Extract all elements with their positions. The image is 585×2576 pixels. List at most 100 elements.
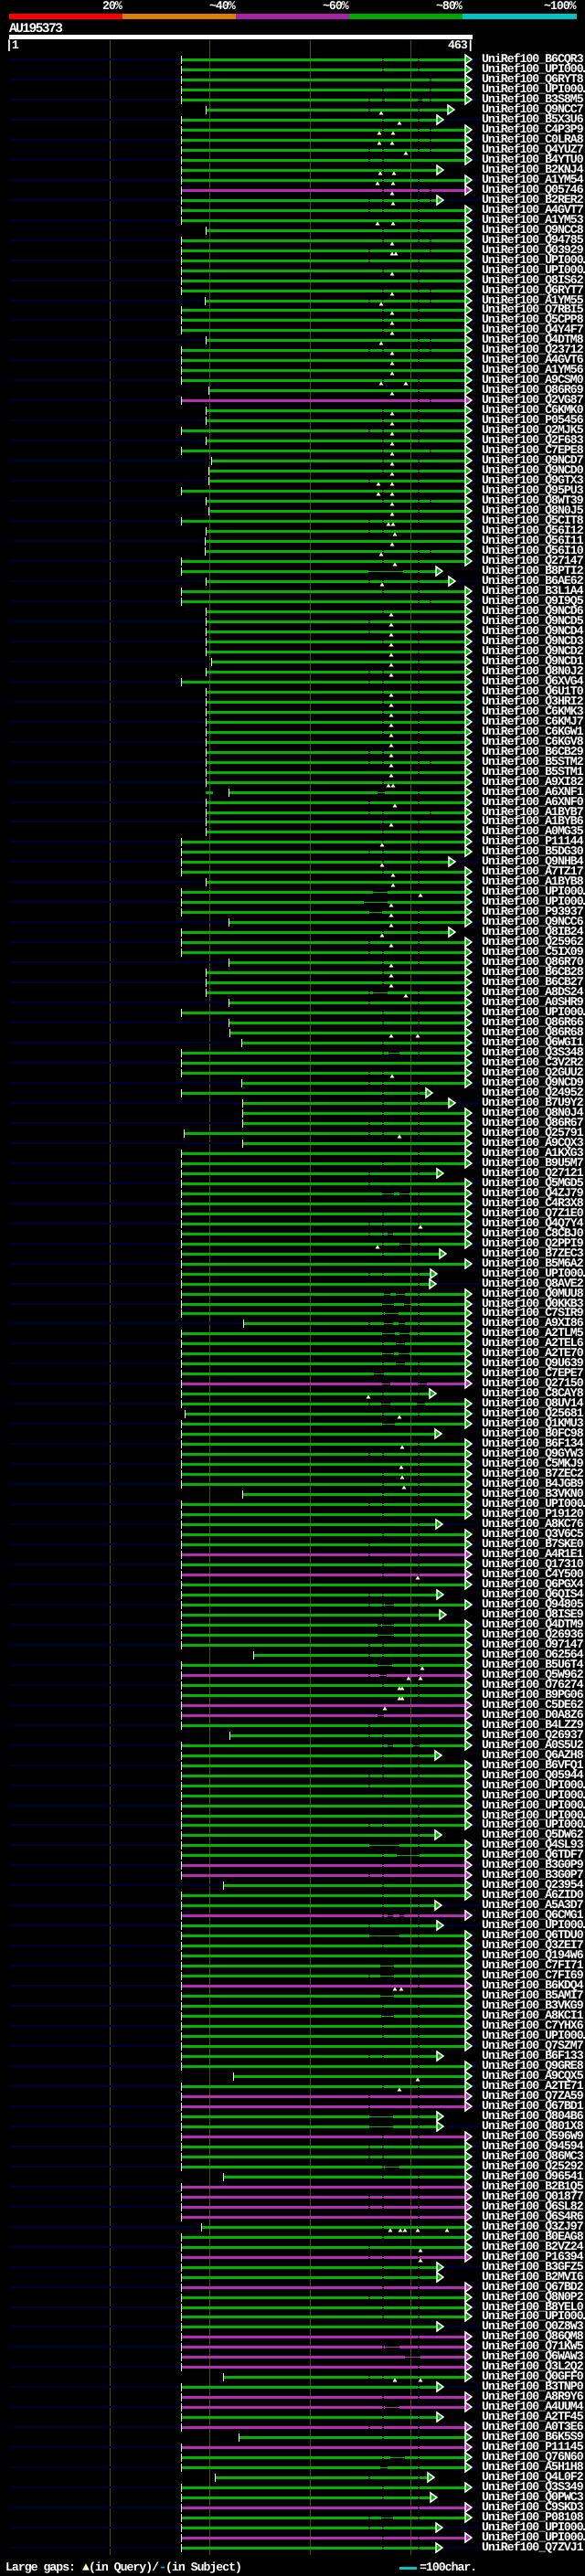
- svg-text:UniRef100_C5MKJ9: UniRef100_C5MKJ9: [482, 1457, 584, 1470]
- svg-text:UniRef100_O96541: UniRef100_O96541: [482, 2169, 584, 2183]
- svg-text:UniRef100_A6ZID0: UniRef100_A6ZID0: [482, 1888, 584, 1902]
- svg-text:UniRef100_B3VKN0: UniRef100_B3VKN0: [482, 1487, 584, 1500]
- svg-text:UniRef100_D0A8Z6: UniRef100_D0A8Z6: [482, 1708, 584, 1722]
- svg-text:UniRef100_C3V2R2: UniRef100_C3V2R2: [482, 1055, 584, 1069]
- svg-text:UniRef100_Q0KKB3: UniRef100_Q0KKB3: [482, 1297, 584, 1310]
- svg-text:UniRef100_UPI000: UniRef100_UPI000: [482, 263, 584, 277]
- svg-text:UniRef100_A0MG35: UniRef100_A0MG35: [482, 824, 584, 838]
- svg-text:UniRef100_Q194W6: UniRef100_Q194W6: [482, 1948, 584, 1962]
- svg-text:UniRef100_Q5W962: UniRef100_Q5W962: [482, 1668, 584, 1681]
- svg-text:UniRef100_Q95PU3: UniRef100_Q95PU3: [482, 483, 584, 497]
- svg-text:Large gaps:: Large gaps:: [5, 2560, 75, 2574]
- svg-text:UniRef100_A0SHR9: UniRef100_A0SHR9: [482, 995, 584, 1009]
- svg-text:~80%: ~80%: [436, 0, 463, 13]
- svg-text:UniRef100_Q6TDU0: UniRef100_Q6TDU0: [482, 1928, 584, 1942]
- svg-text:UniRef100_UPI000: UniRef100_UPI000: [482, 2029, 584, 2042]
- svg-text:UniRef100_Q05944: UniRef100_Q05944: [482, 1768, 584, 1782]
- svg-text:UniRef100_Q8AVE2: UniRef100_Q8AVE2: [482, 1277, 584, 1290]
- svg-text:UniRef100_Q86QM8: UniRef100_Q86QM8: [482, 2329, 584, 2343]
- svg-text:20%: 20%: [102, 0, 122, 13]
- svg-text:UniRef100_Q9NCC7: UniRef100_Q9NCC7: [482, 102, 584, 116]
- svg-text:UniRef100_B5M6A2: UniRef100_B5M6A2: [482, 1256, 584, 1270]
- svg-text:UniRef100_B3VKG9: UniRef100_B3VKG9: [482, 1998, 584, 2012]
- svg-text:UniRef100_Q4DTM9: UniRef100_Q4DTM9: [482, 1617, 584, 1631]
- svg-text:UniRef100_Q8N0J5: UniRef100_Q8N0J5: [482, 504, 584, 517]
- svg-text:UniRef100_UPI000: UniRef100_UPI000: [482, 1497, 584, 1511]
- svg-text:UniRef100_Q86R69: UniRef100_Q86R69: [482, 383, 584, 397]
- svg-text:UniRef100_C4R3X8: UniRef100_C4R3X8: [482, 1196, 584, 1210]
- svg-text:UniRef100_Q8IB24: UniRef100_Q8IB24: [482, 925, 584, 938]
- svg-text:UniRef100_Q86R66: UniRef100_Q86R66: [482, 1015, 584, 1029]
- svg-text:UniRef100_C9SKD3: UniRef100_C9SKD3: [482, 2500, 584, 2514]
- svg-text:UniRef100_C7EPE7: UniRef100_C7EPE7: [482, 1366, 584, 1380]
- svg-text:UniRef100_C7FI69: UniRef100_C7FI69: [482, 1968, 584, 1982]
- svg-text:UniRef100_Q9NCD9: UniRef100_Q9NCD9: [482, 1076, 584, 1089]
- svg-text:UniRef100_Q8N0P2: UniRef100_Q8N0P2: [482, 2290, 584, 2304]
- svg-text:UniRef100_Q7Z1E0: UniRef100_Q7Z1E0: [482, 1206, 584, 1220]
- svg-text:▲: ▲: [82, 2560, 90, 2574]
- svg-text:UniRef100_B7U9Y2: UniRef100_B7U9Y2: [482, 1096, 584, 1109]
- svg-text:UniRef100_Q9GTX3: UniRef100_Q9GTX3: [482, 473, 584, 487]
- svg-text:UniRef100_Q4YUZ7: UniRef100_Q4YUZ7: [482, 143, 584, 156]
- svg-text:UniRef100_Q804B6: UniRef100_Q804B6: [482, 2109, 584, 2123]
- svg-text:UniRef100_Q27121: UniRef100_Q27121: [482, 1166, 584, 1180]
- svg-text:UniRef100_UPI000: UniRef100_UPI000: [482, 1005, 584, 1019]
- svg-text:UniRef100_A2TEL6: UniRef100_A2TEL6: [482, 1336, 584, 1350]
- svg-text:UniRef100_C6KMK0: UniRef100_C6KMK0: [482, 403, 584, 417]
- svg-text:UniRef100_Q2PPI9: UniRef100_Q2PPI9: [482, 1236, 584, 1250]
- svg-text:UniRef100_P11145: UniRef100_P11145: [482, 2440, 584, 2454]
- svg-text:|1: |1: [5, 38, 19, 52]
- svg-text:UniRef100_Q9NCD7: UniRef100_Q9NCD7: [482, 453, 584, 467]
- svg-text:UniRef100_Q23712: UniRef100_Q23712: [482, 343, 584, 356]
- svg-text:UniRef100_Q2MJK5: UniRef100_Q2MJK5: [482, 423, 584, 437]
- svg-text:UniRef100_O76274: UniRef100_O76274: [482, 1678, 584, 1691]
- svg-text:UniRef100_A8KC76: UniRef100_A8KC76: [482, 1517, 584, 1531]
- svg-text:UniRef100_Q8N0J4: UniRef100_Q8N0J4: [482, 1106, 584, 1119]
- svg-text:UniRef100_C6KGV8: UniRef100_C6KGV8: [482, 735, 584, 748]
- svg-text:UniRef100_C6KMJ7: UniRef100_C6KMJ7: [482, 715, 584, 728]
- svg-text:UniRef100_B7ZEC2: UniRef100_B7ZEC2: [482, 1467, 584, 1480]
- svg-text:UniRef100_Q27147: UniRef100_Q27147: [482, 554, 584, 567]
- svg-text:UniRef100_A9XI86: UniRef100_A9XI86: [482, 1316, 584, 1330]
- svg-text:UniRef100_A2TF45: UniRef100_A2TF45: [482, 2410, 584, 2423]
- svg-text:UniRef100_A8R9Y6: UniRef100_A8R9Y6: [482, 2390, 584, 2403]
- svg-text:UniRef100_Q24952: UniRef100_Q24952: [482, 1086, 584, 1099]
- svg-text:UniRef100_Q94805: UniRef100_Q94805: [482, 1597, 584, 1611]
- svg-text:UniRef100_Q9U639: UniRef100_Q9U639: [482, 1356, 584, 1370]
- svg-text:UniRef100_B3GFZ5: UniRef100_B3GFZ5: [482, 2260, 584, 2274]
- svg-text:UniRef100_Q9NHB4: UniRef100_Q9NHB4: [482, 854, 584, 868]
- svg-text:UniRef100_Q0MUU8: UniRef100_Q0MUU8: [482, 1287, 584, 1300]
- svg-text:UniRef100_B5X3U6: UniRef100_B5X3U6: [482, 112, 584, 126]
- svg-text:UniRef100_B6AE62: UniRef100_B6AE62: [482, 574, 584, 588]
- svg-text:(in Subject): (in Subject): [165, 2560, 241, 2574]
- svg-text:UniRef100_B5DG30: UniRef100_B5DG30: [482, 844, 584, 858]
- svg-text:UniRef100_B6CB28: UniRef100_B6CB28: [482, 965, 584, 979]
- svg-text:UniRef100_UPI000: UniRef100_UPI000: [482, 1788, 584, 1802]
- svg-text:UniRef100_B6CB27: UniRef100_B6CB27: [482, 975, 584, 989]
- svg-text:UniRef100_Q26937: UniRef100_Q26937: [482, 1728, 584, 1742]
- svg-text:UniRef100_A8KCI1: UniRef100_A8KCI1: [482, 2009, 584, 2022]
- svg-text:UniRef100_Q801X8: UniRef100_Q801X8: [482, 2119, 584, 2133]
- svg-text:UniRef100_Q5CIT8: UniRef100_Q5CIT8: [482, 514, 584, 527]
- svg-text:UniRef100_C7YHX6: UniRef100_C7YHX6: [482, 2019, 584, 2032]
- svg-text:UniRef100_Q9GRE8: UniRef100_Q9GRE8: [482, 2059, 584, 2072]
- svg-text:UniRef100_Q17310: UniRef100_Q17310: [482, 1557, 584, 1571]
- svg-text:UniRef100_Q25962: UniRef100_Q25962: [482, 935, 584, 949]
- svg-text:UniRef100_UPI000: UniRef100_UPI000: [482, 1778, 584, 1792]
- svg-text:UniRef100_B6VFQ1: UniRef100_B6VFQ1: [482, 1758, 584, 1772]
- svg-text:UniRef100_A5H1H8: UniRef100_A5H1H8: [482, 2460, 584, 2474]
- svg-text:UniRef100_Q6WGI1: UniRef100_Q6WGI1: [482, 1035, 584, 1049]
- svg-text:UniRef100_Q71KW5: UniRef100_Q71KW5: [482, 2339, 584, 2353]
- svg-text:UniRef100_Q8N0J2: UniRef100_Q8N0J2: [482, 664, 584, 678]
- svg-text:UniRef100_O62564: UniRef100_O62564: [482, 1648, 584, 1661]
- svg-text:UniRef100_Q8IS62: UniRef100_Q8IS62: [482, 273, 584, 287]
- svg-text:UniRef100_C7FI71: UniRef100_C7FI71: [482, 1958, 584, 1972]
- svg-text:UniRef100_B9U5M7: UniRef100_B9U5M7: [482, 1156, 584, 1170]
- svg-text:UniRef100_P16394: UniRef100_P16394: [482, 2250, 584, 2263]
- svg-text:UniRef100_UPI000: UniRef100_UPI000: [482, 1918, 584, 1932]
- svg-text:UniRef100_Q6AZH8: UniRef100_Q6AZH8: [482, 1748, 584, 1762]
- svg-text:UniRef100_B5STM1: UniRef100_B5STM1: [482, 765, 584, 779]
- svg-text:UniRef100_Q9NCD1: UniRef100_Q9NCD1: [482, 654, 584, 668]
- svg-text:UniRef100_UPI000: UniRef100_UPI000: [482, 82, 584, 96]
- svg-text:UniRef100_B4LZZ9: UniRef100_B4LZZ9: [482, 1718, 584, 1732]
